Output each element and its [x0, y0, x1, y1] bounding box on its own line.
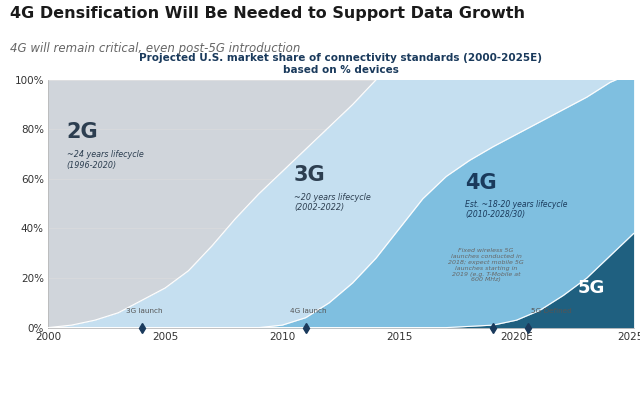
Text: 3G: 3G [294, 165, 326, 185]
Text: 5G Defined: 5G Defined [531, 308, 572, 314]
Text: 4G will remain critical, even post-5G introduction: 4G will remain critical, even post-5G in… [10, 42, 300, 55]
Text: ~24 years lifecycle
(1996-2020): ~24 years lifecycle (1996-2020) [67, 150, 143, 170]
Text: The commercial launch of 5G mobile networks is expected in the 2020 timeframe (w: The commercial launch of 5G mobile netwo… [53, 366, 587, 400]
Text: Est. ~18-20 years lifecycle
(2010-2028/30): Est. ~18-20 years lifecycle (2010-2028/3… [465, 200, 568, 219]
Text: 2G: 2G [67, 122, 99, 142]
Text: ~20 years lifecycle
(2002-2022): ~20 years lifecycle (2002-2022) [294, 192, 371, 212]
Text: 4G: 4G [465, 173, 497, 193]
Text: 4G launch: 4G launch [290, 308, 326, 314]
Title: Projected U.S. market share of connectivity standards (2000-2025E)
based on % de: Projected U.S. market share of connectiv… [140, 53, 542, 75]
Text: 4G Densification Will Be Needed to Support Data Growth: 4G Densification Will Be Needed to Suppo… [10, 6, 525, 21]
Text: 5G: 5G [578, 279, 605, 297]
Text: 3G launch: 3G launch [126, 308, 163, 314]
Text: Fixed wireless 5G
launches conducted in
2018; expect mobile 5G
launches starting: Fixed wireless 5G launches conducted in … [448, 248, 524, 282]
